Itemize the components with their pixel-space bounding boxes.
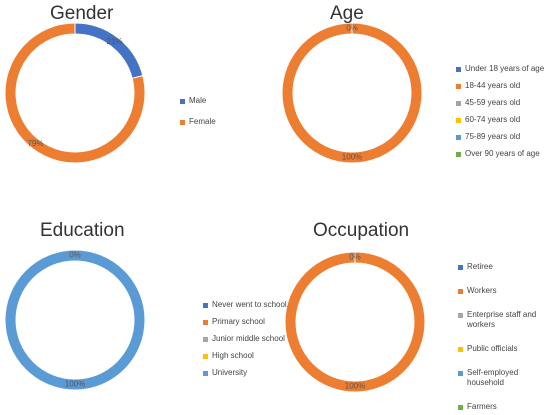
- legend-swatch: [458, 346, 463, 352]
- legend-label: 45-59 years old: [465, 98, 521, 107]
- legend-label: Retiree: [467, 262, 493, 271]
- legend-swatch: [203, 353, 208, 359]
- legend-swatch: [458, 312, 463, 318]
- data-label: 100%: [342, 153, 362, 162]
- data-label: 0%: [346, 24, 358, 33]
- legend-label: 75-89 years old: [465, 132, 521, 141]
- legend-swatch: [456, 151, 461, 157]
- legend-label: Female: [189, 117, 216, 126]
- donut-segment: [284, 251, 426, 393]
- legend-label: Farmers: [467, 402, 497, 411]
- legend-swatch: [456, 83, 461, 89]
- legend: Retiree Workers Enterprise staff and worke…: [458, 262, 538, 415]
- legend-item: Enterprise staff and workers: [458, 310, 538, 330]
- legend-item: Male: [180, 96, 260, 106]
- legend-swatch: [456, 66, 461, 72]
- legend-label: 18-44 years old: [465, 81, 521, 90]
- legend: Never went to school. Primary school Junio…: [203, 300, 303, 385]
- donut-segment: [74, 22, 144, 79]
- chart-title: Age: [330, 3, 364, 24]
- chart-title: Occupation: [313, 220, 410, 241]
- legend-item: Retiree: [458, 262, 538, 272]
- legend-item: Never went to school.: [203, 300, 303, 310]
- data-label: 0%: [349, 253, 361, 262]
- donut-segment: [281, 22, 423, 164]
- legend-label: Enterprise staff and workers: [467, 310, 537, 329]
- legend-label: Over 90 years of age: [465, 149, 540, 158]
- legend-label: University: [212, 368, 248, 377]
- legend-label: Public officials: [467, 344, 518, 353]
- legend: Male Female: [180, 96, 260, 138]
- legend-label: Workers: [467, 286, 497, 295]
- donut-segment: [4, 22, 146, 164]
- data-label: 21%: [107, 37, 123, 46]
- legend-item: Over 90 years of age: [456, 149, 550, 159]
- legend-swatch: [203, 319, 208, 325]
- legend-label: 60-74 years old: [465, 115, 521, 124]
- legend-label: Junior middle school: [212, 334, 285, 343]
- donut-segment: [4, 249, 146, 391]
- legend-label: High school: [212, 351, 254, 360]
- legend-item: Under 18 years of age: [456, 64, 550, 74]
- legend-label: Self-employed household: [467, 368, 519, 387]
- data-label: 0%: [69, 251, 81, 260]
- legend-swatch: [203, 336, 208, 342]
- legend-swatch: [180, 119, 185, 125]
- legend-item: 60-74 years old: [456, 115, 550, 125]
- legend: Under 18 years of age 18-44 years old 45-5…: [456, 64, 550, 166]
- legend-item: Female: [180, 117, 260, 127]
- legend-swatch: [458, 404, 463, 410]
- legend-item: Public officials: [458, 344, 538, 354]
- legend-swatch: [458, 288, 463, 294]
- legend-item: High school: [203, 351, 303, 361]
- legend-swatch: [180, 98, 185, 104]
- data-label: 79%: [27, 139, 43, 148]
- legend-item: 18-44 years old: [456, 81, 550, 91]
- legend-swatch: [456, 100, 461, 106]
- legend-item: Junior middle school: [203, 334, 303, 344]
- chart-title: Gender: [50, 3, 114, 24]
- legend-item: 45-59 years old: [456, 98, 550, 108]
- legend-swatch: [203, 302, 208, 308]
- legend-swatch: [458, 370, 463, 376]
- legend-label: Under 18 years of age: [465, 64, 545, 73]
- chart-title: Education: [40, 220, 125, 241]
- legend-label: Primary school: [212, 317, 265, 326]
- data-label: 100%: [345, 382, 365, 391]
- legend-item: Self-employed household: [458, 368, 538, 388]
- legend-swatch: [458, 264, 463, 270]
- legend-item: Primary school: [203, 317, 303, 327]
- legend-swatch: [456, 134, 461, 140]
- legend-item: Farmers: [458, 402, 538, 412]
- legend-swatch: [203, 370, 208, 376]
- legend-item: 75-89 years old: [456, 132, 550, 142]
- data-label: 100%: [65, 380, 85, 389]
- legend-item: University: [203, 368, 303, 378]
- legend-label: Never went to school.: [212, 300, 289, 309]
- legend-swatch: [456, 117, 461, 123]
- legend-label: Male: [189, 96, 207, 105]
- legend-item: Workers: [458, 286, 538, 296]
